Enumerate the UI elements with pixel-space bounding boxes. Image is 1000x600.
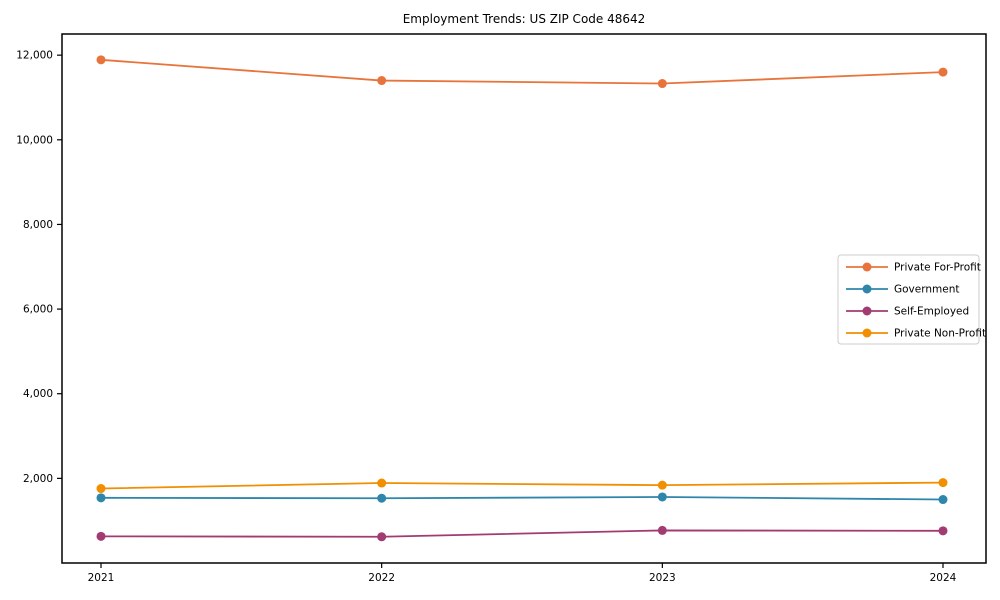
y-tick-label: 2,000 xyxy=(23,473,53,485)
data-point-self-employed-2023 xyxy=(657,525,667,535)
series-line-private-non-profit xyxy=(100,481,944,490)
data-point-self-employed-2022 xyxy=(377,532,387,542)
data-point-government-2024 xyxy=(938,495,948,505)
data-point-private-for-profit-2023 xyxy=(657,79,667,89)
data-point-private-non-profit-2021 xyxy=(96,484,106,494)
legend-label-private-for-profit: Private For-Profit xyxy=(894,262,981,274)
legend-box xyxy=(837,254,980,345)
y-tick-label: 10,000 xyxy=(16,134,53,146)
data-point-government-2022 xyxy=(377,493,387,503)
data-point-private-for-profit-2021 xyxy=(96,55,106,65)
x-tick-label: 2024 xyxy=(930,572,957,584)
data-point-self-employed-2021 xyxy=(96,531,106,541)
data-point-self-employed-2024 xyxy=(938,526,948,536)
legend-label-private-non-profit: Private Non-Profit xyxy=(894,328,986,340)
y-tick-label: 8,000 xyxy=(23,219,53,231)
legend-swatch-marker-private-for-profit xyxy=(862,262,872,272)
series-line-government xyxy=(100,496,944,501)
y-tick-label: 4,000 xyxy=(23,388,53,400)
data-point-government-2021 xyxy=(96,493,106,503)
series-line-self-employed xyxy=(100,529,944,538)
y-tick-label: 12,000 xyxy=(16,50,53,62)
data-point-private-non-profit-2022 xyxy=(377,478,387,488)
axes-border xyxy=(61,33,987,564)
data-point-private-for-profit-2022 xyxy=(377,76,387,86)
legend-swatch-marker-private-non-profit xyxy=(862,328,872,338)
data-point-private-non-profit-2024 xyxy=(938,478,948,488)
legend-label-self-employed: Self-Employed xyxy=(894,306,969,318)
chart-title: Employment Trends: US ZIP Code 48642 xyxy=(403,12,646,26)
x-tick-label: 2021 xyxy=(88,572,115,584)
x-tick-label: 2022 xyxy=(368,572,395,584)
x-tick-label: 2023 xyxy=(649,572,676,584)
plot-area: 2,000 4,000 6,000 8,000 10,000 12,000 2021 2022… xyxy=(16,33,987,584)
y-tick-label: 6,000 xyxy=(23,304,53,316)
series-line-private-for-profit xyxy=(100,58,944,85)
legend-swatch-marker-self-employed xyxy=(862,306,872,316)
data-point-private-for-profit-2024 xyxy=(938,67,948,77)
legend-swatch-marker-government xyxy=(862,284,872,294)
legend-label-government: Government xyxy=(894,284,959,296)
data-point-private-non-profit-2023 xyxy=(657,480,667,490)
data-point-government-2023 xyxy=(657,492,667,502)
